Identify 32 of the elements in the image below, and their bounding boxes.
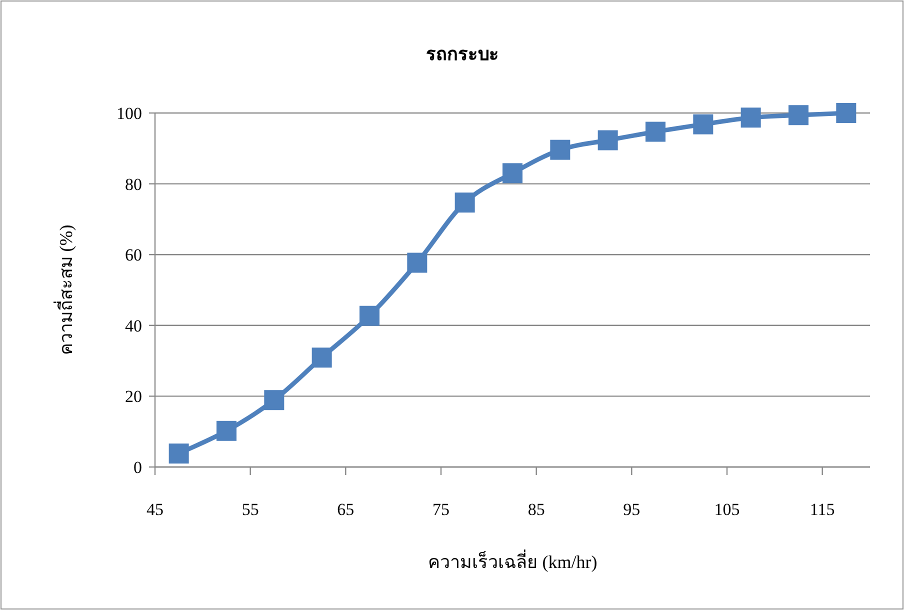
y-tick-label: 60 xyxy=(125,246,142,265)
point xyxy=(502,163,522,184)
x-tick-label: 105 xyxy=(714,500,740,519)
point xyxy=(264,390,284,410)
point xyxy=(407,252,428,273)
point xyxy=(216,420,236,441)
x-tick-label: 45 xyxy=(146,500,164,519)
x-tick-label: 65 xyxy=(337,500,354,519)
point xyxy=(788,105,808,126)
x-tick-label: 75 xyxy=(432,500,450,519)
point xyxy=(693,114,714,134)
point xyxy=(550,140,570,160)
point xyxy=(312,348,332,368)
point xyxy=(740,108,761,128)
point xyxy=(598,130,618,150)
point xyxy=(454,192,475,213)
x-tick-label: 55 xyxy=(242,500,259,519)
y-tick-label: 100 xyxy=(116,104,142,123)
chart-title: รถกระบะ xyxy=(426,44,499,64)
point xyxy=(836,103,856,123)
y-axis-title: ความถี่สะสม (%) xyxy=(53,224,76,356)
y-tick-label: 80 xyxy=(125,174,142,194)
y-tick-label: 40 xyxy=(125,316,142,336)
y-tick-label: 20 xyxy=(125,387,142,406)
point xyxy=(168,444,189,464)
x-tick-label: 85 xyxy=(528,500,545,519)
point xyxy=(360,306,380,326)
point xyxy=(646,122,666,142)
x-axis-title: ความเร็วเฉลี่ย (km/hr) xyxy=(428,549,598,572)
x-tick-label: 95 xyxy=(623,500,640,519)
x-tick-label: 115 xyxy=(810,500,835,519)
y-tick-label: 0 xyxy=(134,458,142,477)
